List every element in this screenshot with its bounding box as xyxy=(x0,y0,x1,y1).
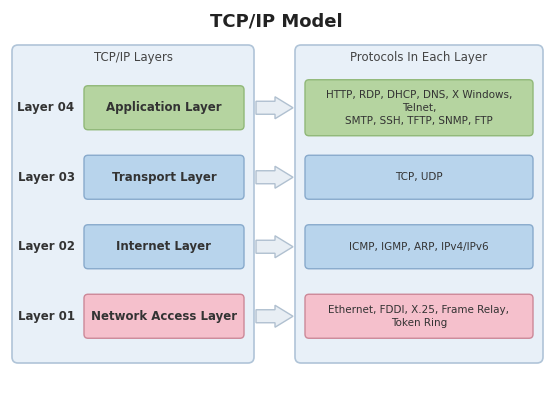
Polygon shape xyxy=(256,305,293,327)
FancyBboxPatch shape xyxy=(84,294,244,338)
Text: HTTP, RDP, DHCP, DNS, X Windows,
Telnet,
SMTP, SSH, TFTP, SNMP, FTP: HTTP, RDP, DHCP, DNS, X Windows, Telnet,… xyxy=(326,90,512,126)
Text: Network Access Layer: Network Access Layer xyxy=(91,310,237,323)
FancyBboxPatch shape xyxy=(295,45,543,363)
Text: Protocols In Each Layer: Protocols In Each Layer xyxy=(351,51,488,64)
Text: Layer 01: Layer 01 xyxy=(18,310,75,323)
Text: ICMP, IGMP, ARP, IPv4/IPv6: ICMP, IGMP, ARP, IPv4/IPv6 xyxy=(349,242,489,252)
Text: TCP, UDP: TCP, UDP xyxy=(395,172,443,182)
Polygon shape xyxy=(256,97,293,119)
FancyBboxPatch shape xyxy=(305,80,533,136)
Text: Transport Layer: Transport Layer xyxy=(112,171,216,184)
FancyBboxPatch shape xyxy=(84,225,244,269)
Polygon shape xyxy=(256,236,293,258)
Text: TCP/IP Model: TCP/IP Model xyxy=(210,12,343,30)
FancyBboxPatch shape xyxy=(84,86,244,130)
Text: Layer 03: Layer 03 xyxy=(18,171,75,184)
Text: Internet Layer: Internet Layer xyxy=(117,240,211,253)
FancyBboxPatch shape xyxy=(305,225,533,269)
Text: Application Layer: Application Layer xyxy=(106,101,222,114)
FancyBboxPatch shape xyxy=(84,155,244,199)
Text: TCP/IP Layers: TCP/IP Layers xyxy=(93,51,173,64)
Polygon shape xyxy=(256,166,293,188)
FancyBboxPatch shape xyxy=(305,155,533,199)
Text: Layer 04: Layer 04 xyxy=(18,101,75,114)
Text: Layer 02: Layer 02 xyxy=(18,240,75,253)
FancyBboxPatch shape xyxy=(12,45,254,363)
FancyBboxPatch shape xyxy=(305,294,533,338)
Text: Ethernet, FDDI, X.25, Frame Relay,
Token Ring: Ethernet, FDDI, X.25, Frame Relay, Token… xyxy=(328,305,509,328)
